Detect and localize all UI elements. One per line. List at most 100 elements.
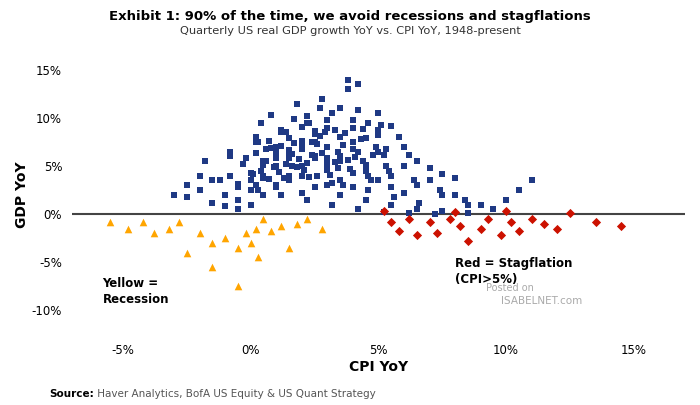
Point xyxy=(276,192,287,198)
Point xyxy=(449,192,461,198)
Text: Quarterly US real GDP growth YoY vs. CPI YoY, 1948-present: Quarterly US real GDP growth YoY vs. CPI… xyxy=(180,26,520,36)
Point xyxy=(411,158,422,164)
Point xyxy=(232,196,244,203)
Point xyxy=(386,122,397,129)
Point xyxy=(398,163,409,169)
Point xyxy=(373,177,384,184)
Point xyxy=(250,139,261,145)
Point xyxy=(330,159,341,166)
Point xyxy=(284,155,295,162)
Point xyxy=(322,167,333,173)
Point xyxy=(378,152,389,159)
Point xyxy=(352,81,363,87)
Point xyxy=(250,149,261,156)
Point xyxy=(260,158,272,164)
Point xyxy=(449,209,461,215)
Point xyxy=(319,129,330,136)
Point xyxy=(206,264,218,270)
Point xyxy=(296,190,307,196)
Point xyxy=(365,177,377,184)
Point xyxy=(368,151,379,158)
Point xyxy=(322,155,333,162)
Point xyxy=(332,165,343,171)
Point xyxy=(309,128,320,135)
Point xyxy=(386,173,397,179)
Point xyxy=(169,192,180,198)
Point xyxy=(352,107,363,113)
Point xyxy=(393,228,405,234)
Point xyxy=(342,86,354,92)
Point xyxy=(199,158,210,164)
Point xyxy=(245,187,256,193)
Point xyxy=(335,192,346,198)
Point xyxy=(225,148,236,155)
Point xyxy=(245,201,256,208)
Point xyxy=(237,161,248,167)
Point xyxy=(258,216,269,222)
Point xyxy=(347,145,358,152)
Point xyxy=(253,139,264,145)
Point xyxy=(232,181,244,188)
Point xyxy=(350,154,361,161)
Point xyxy=(347,117,358,123)
Point xyxy=(363,187,374,193)
Point xyxy=(322,144,333,150)
Point xyxy=(496,232,507,239)
Point xyxy=(225,153,236,160)
Point xyxy=(312,141,323,147)
Text: Yellow =
Recession: Yellow = Recession xyxy=(102,277,169,306)
Y-axis label: GDP YoY: GDP YoY xyxy=(15,162,29,228)
Point xyxy=(373,132,384,139)
Text: Exhibit 1: 90% of the time, we avoid recessions and stagflations: Exhibit 1: 90% of the time, we avoid rec… xyxy=(109,10,591,23)
Point xyxy=(460,196,471,203)
Point xyxy=(414,199,425,206)
Point xyxy=(263,138,274,144)
Point xyxy=(304,119,315,126)
Point xyxy=(293,156,304,162)
Point xyxy=(424,219,435,225)
Point xyxy=(194,230,205,237)
Point xyxy=(232,245,244,251)
Point xyxy=(360,135,371,141)
Point xyxy=(340,130,351,136)
Point xyxy=(344,166,356,172)
Point xyxy=(281,129,292,136)
X-axis label: CPI YoY: CPI YoY xyxy=(349,360,408,374)
Point xyxy=(360,162,371,168)
Point xyxy=(564,210,575,216)
Point xyxy=(271,163,282,169)
Point xyxy=(250,225,261,232)
Point xyxy=(444,216,456,222)
Point xyxy=(240,230,251,237)
Point xyxy=(360,196,371,203)
Point xyxy=(378,209,389,215)
Point xyxy=(309,153,320,160)
Point xyxy=(327,180,338,187)
Point xyxy=(312,173,323,179)
Point xyxy=(454,222,466,229)
Point xyxy=(373,126,384,133)
Point xyxy=(256,119,267,126)
Point xyxy=(389,194,400,200)
Point xyxy=(335,105,346,112)
Point xyxy=(206,240,218,246)
Point xyxy=(288,140,300,146)
Point xyxy=(335,177,346,184)
Point xyxy=(347,124,358,131)
Point xyxy=(304,173,315,180)
Point xyxy=(301,119,312,126)
Point xyxy=(505,219,517,225)
Point xyxy=(240,155,251,162)
Point xyxy=(309,139,320,145)
Point xyxy=(265,145,276,151)
Point xyxy=(352,206,363,213)
Point xyxy=(268,164,279,170)
Point xyxy=(360,196,371,203)
Point xyxy=(500,208,512,215)
Point xyxy=(163,225,174,232)
Point xyxy=(398,144,409,150)
Point xyxy=(386,219,397,225)
Point xyxy=(220,192,231,198)
Point xyxy=(281,161,292,167)
Point xyxy=(138,219,149,225)
